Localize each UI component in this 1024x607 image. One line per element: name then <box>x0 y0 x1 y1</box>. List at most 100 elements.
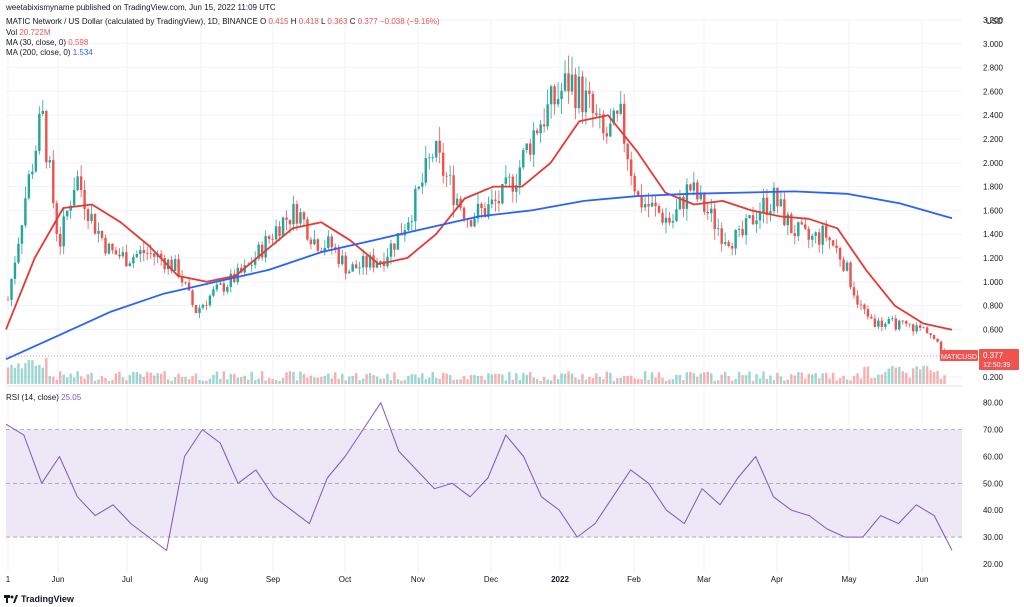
volume-bar <box>828 378 831 384</box>
time-tick-label: Feb <box>627 575 641 584</box>
candle-body <box>487 204 490 218</box>
candle-body <box>727 242 730 247</box>
candle-body <box>494 199 497 201</box>
candle-body <box>549 86 553 105</box>
volume-bar <box>563 373 567 384</box>
candle-body <box>786 214 790 226</box>
candle-body <box>149 253 152 254</box>
time-tick-label: Sep <box>266 575 281 584</box>
ma200-line <box>5 190 953 361</box>
volume-bar <box>393 372 396 384</box>
volume-bar <box>424 379 427 384</box>
vol-value: 20.722M <box>19 28 51 37</box>
volume-bar <box>410 374 414 384</box>
volume-bar <box>817 378 821 384</box>
volume-bar <box>233 373 236 384</box>
volume-bar <box>163 371 166 384</box>
volume-bar <box>288 371 292 384</box>
price-tick-label: 0.800 <box>983 302 1004 311</box>
volume-bar <box>278 380 281 384</box>
ohlc-close: 0.377 <box>357 17 378 26</box>
volume-bar <box>525 374 528 384</box>
price-tick-label: 1.200 <box>983 254 1004 263</box>
volume-bar <box>539 380 542 384</box>
volume-bar <box>901 371 904 384</box>
volume-bar <box>20 368 24 384</box>
candle-body <box>341 255 344 265</box>
volume-bar <box>473 374 476 384</box>
volume-bar <box>400 380 403 384</box>
candle-body <box>894 318 897 330</box>
time-tick-label: 2022 <box>551 575 569 584</box>
volume-bar <box>654 377 657 384</box>
candle-body <box>118 254 121 257</box>
volume-bar <box>226 379 229 384</box>
ma30-label: MA (30, close, 0) <box>6 38 67 47</box>
volume-bar <box>316 377 320 384</box>
volume-bar <box>504 380 508 384</box>
candle-body <box>13 262 17 279</box>
volume-bar <box>483 379 487 384</box>
volume-bar <box>396 379 400 384</box>
ohlc-open: 0.415 <box>268 17 289 26</box>
candle-body <box>703 192 706 212</box>
volume-bar <box>187 379 191 384</box>
candle-body <box>375 263 379 268</box>
volume-bar <box>675 374 678 384</box>
volume-bar <box>100 376 104 384</box>
candle-body <box>79 176 83 191</box>
volume-bar <box>755 374 758 384</box>
candle-body <box>696 182 699 200</box>
time-tick-label: Jun <box>916 575 929 584</box>
candle-body <box>327 236 330 248</box>
candle-body <box>292 204 295 225</box>
volume-bar <box>48 376 51 384</box>
volume-bar <box>365 374 368 384</box>
candle-body <box>170 259 173 271</box>
candle-body <box>24 198 27 226</box>
candle-body <box>741 229 744 236</box>
candle-body <box>100 230 104 238</box>
candle-body <box>65 210 69 217</box>
volume-bar <box>323 375 327 384</box>
volume-bar <box>487 373 490 384</box>
candle-body <box>626 143 629 160</box>
volume-bar <box>696 376 699 384</box>
volume-bar <box>894 367 897 384</box>
volume-bar <box>149 372 152 384</box>
volume-bar <box>807 373 810 384</box>
volume-bar <box>730 380 734 384</box>
volume-bar <box>804 378 807 384</box>
rsi-tick-label: 20.00 <box>983 560 1004 569</box>
tradingview-footer[interactable]: TradingView <box>4 594 74 604</box>
volume-bar <box>121 377 125 384</box>
candle-body <box>462 207 466 220</box>
volume-bar <box>908 377 911 384</box>
volume-bar <box>281 377 285 384</box>
candle-body <box>351 264 354 272</box>
volume-bar <box>219 378 222 384</box>
candle-body <box>20 225 24 244</box>
candle-body <box>511 176 515 192</box>
volume-bar <box>177 373 180 384</box>
price-tick-label: 2.800 <box>983 64 1004 73</box>
candle-body <box>723 242 727 244</box>
volume-bar <box>354 373 358 384</box>
rsi-tick-label: 70.00 <box>983 426 1004 435</box>
candle-body <box>483 208 487 218</box>
ma200-legend: MA (200, close, 0) 1.534 <box>6 48 93 58</box>
volume-bar <box>880 374 884 384</box>
candle-body <box>762 197 765 213</box>
candle-body <box>267 236 271 240</box>
volume-bar <box>588 376 591 384</box>
volume-bar <box>344 380 347 384</box>
volume-bar <box>389 380 393 384</box>
candle-body <box>121 252 125 257</box>
volume-bar <box>86 374 90 384</box>
rsi-value: 25.05 <box>61 393 82 402</box>
candle-body <box>205 304 208 306</box>
candle-body <box>271 239 274 240</box>
volume-bar <box>682 379 685 384</box>
candle-body <box>361 255 365 268</box>
